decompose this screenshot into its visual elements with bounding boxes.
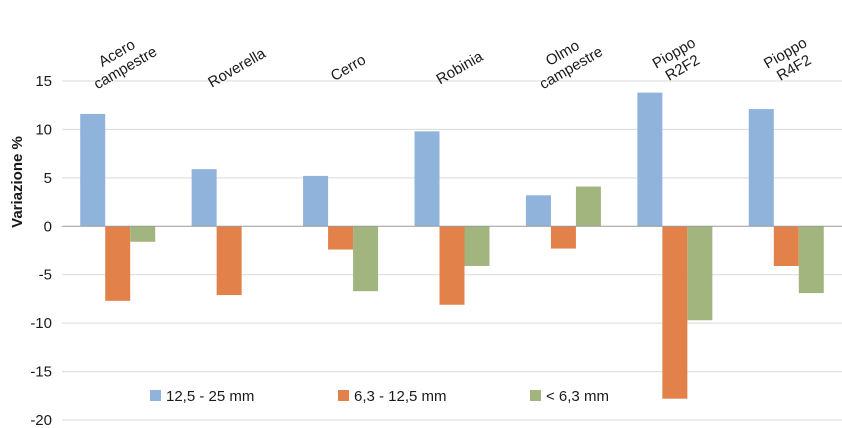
bar xyxy=(353,226,379,292)
category-label: Cerro xyxy=(328,51,369,84)
y-tick-label: 0 xyxy=(44,218,52,235)
legend-label: 6,3 - 12,5 mm xyxy=(354,388,447,405)
category-label: Olmocampestre xyxy=(528,29,606,93)
bars xyxy=(80,92,824,399)
bar xyxy=(191,169,217,227)
category-label: PioppoR4F2 xyxy=(761,34,818,87)
y-tick-label: 5 xyxy=(44,170,52,187)
bar xyxy=(773,226,799,266)
category-label: Roverella xyxy=(205,45,269,92)
bar xyxy=(439,226,465,305)
bar xyxy=(798,226,824,294)
category-label: Robinia xyxy=(433,48,486,88)
y-tick-label: -5 xyxy=(39,267,52,284)
bar xyxy=(105,226,131,301)
bar xyxy=(637,92,663,227)
y-tick-labels: -20 -15 -10 -5 0 5 10 15 xyxy=(30,73,52,428)
y-tick-label: -20 xyxy=(30,412,52,428)
legend-label: < 6,3 mm xyxy=(546,388,609,405)
bar xyxy=(550,226,576,249)
bar xyxy=(575,186,601,227)
y-axis-title: Variazione % xyxy=(9,136,26,228)
category-label: Acerocampestre xyxy=(82,29,160,93)
y-tick-label: 10 xyxy=(35,121,52,138)
bar xyxy=(662,226,688,399)
legend: 12,5 - 25 mm 6,3 - 12,5 mm < 6,3 mm xyxy=(150,388,609,405)
legend-label: 12,5 - 25 mm xyxy=(166,388,254,405)
category-labels: Acerocampestre Roverella Cerro Robinia Olmoc… xyxy=(82,29,818,93)
category-label: PioppoR2F2 xyxy=(650,34,707,87)
legend-swatch xyxy=(150,390,161,401)
legend-swatch xyxy=(338,390,349,401)
y-tick-label: 15 xyxy=(35,73,52,90)
bar xyxy=(414,131,440,227)
bar xyxy=(525,195,551,227)
y-tick-label: -10 xyxy=(30,315,52,332)
bar xyxy=(748,109,774,227)
y-tick-label: -15 xyxy=(30,364,52,381)
bar xyxy=(303,175,329,227)
bar xyxy=(464,226,490,266)
bar xyxy=(328,226,354,250)
legend-swatch xyxy=(530,390,541,401)
bar xyxy=(687,226,713,321)
bar xyxy=(80,113,106,227)
bar xyxy=(130,226,156,242)
bar xyxy=(216,226,242,296)
